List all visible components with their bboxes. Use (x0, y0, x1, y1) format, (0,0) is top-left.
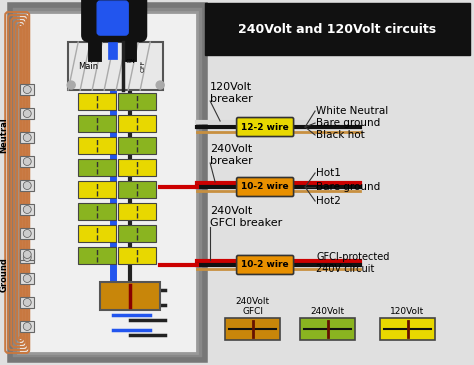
FancyBboxPatch shape (97, 1, 128, 35)
Bar (78, 159, 116, 176)
Circle shape (23, 322, 31, 330)
Text: 240Volt
GFCI breaker: 240Volt GFCI breaker (210, 206, 283, 228)
Bar (20, 228, 34, 239)
Text: 10-2 wire: 10-2 wire (241, 261, 289, 269)
Bar (20, 297, 34, 308)
Bar (118, 137, 156, 154)
Bar (205, 3, 470, 55)
Bar (20, 84, 34, 95)
Bar (20, 156, 34, 167)
Text: 240Volt
GFCI: 240Volt GFCI (236, 296, 270, 316)
Circle shape (67, 81, 75, 89)
Text: 120Volt
breaker: 120Volt breaker (210, 82, 253, 104)
Bar (118, 93, 156, 110)
Circle shape (23, 110, 31, 118)
Bar (10, 5, 205, 360)
Bar (20, 321, 34, 332)
FancyBboxPatch shape (83, 0, 145, 40)
Bar (118, 115, 156, 132)
Bar (20, 108, 34, 119)
Bar (118, 225, 156, 242)
FancyBboxPatch shape (237, 118, 293, 137)
Circle shape (23, 85, 31, 93)
Bar (225, 318, 280, 340)
Bar (118, 247, 156, 264)
Text: Bare ground: Bare ground (316, 182, 380, 192)
Bar (20, 252, 34, 263)
Text: 120Volt: 120Volt (391, 307, 425, 316)
Text: Neutral: Neutral (0, 117, 9, 153)
Bar (20, 249, 34, 260)
FancyBboxPatch shape (237, 255, 293, 274)
Text: ON: ON (125, 58, 135, 64)
Text: Hot2: Hot2 (316, 196, 341, 206)
Bar (380, 318, 435, 340)
Bar (18, 12, 197, 353)
Circle shape (23, 250, 31, 258)
Circle shape (23, 181, 31, 189)
Text: Black hot: Black hot (316, 130, 365, 140)
Text: Hot1: Hot1 (316, 168, 341, 178)
Text: 240Volt and 120Volt circuits: 240Volt and 120Volt circuits (238, 23, 436, 35)
Bar (78, 203, 116, 220)
Bar (78, 115, 116, 132)
Text: OFF: OFF (141, 60, 146, 72)
Text: 10-2 wire: 10-2 wire (241, 182, 289, 192)
Circle shape (23, 274, 31, 283)
Bar (20, 273, 34, 284)
Bar (20, 204, 34, 215)
Text: Bare ground: Bare ground (316, 118, 380, 128)
Circle shape (23, 134, 31, 142)
Bar (118, 181, 156, 198)
Text: Main: Main (78, 62, 98, 70)
Circle shape (156, 81, 164, 89)
Text: GFCI-protected
240V circuit: GFCI-protected 240V circuit (316, 252, 390, 274)
Bar (100, 282, 160, 310)
Bar (118, 159, 156, 176)
Text: 12-2 wire: 12-2 wire (241, 123, 289, 131)
Bar (78, 137, 116, 154)
Bar (78, 247, 116, 264)
Bar (68, 42, 163, 90)
FancyBboxPatch shape (237, 177, 293, 196)
Bar (20, 132, 34, 143)
Bar (78, 181, 116, 198)
Circle shape (23, 230, 31, 238)
Circle shape (23, 299, 31, 307)
Circle shape (23, 205, 31, 214)
Text: 240Volt: 240Volt (310, 307, 345, 316)
Text: 240Volt
breaker: 240Volt breaker (210, 144, 253, 166)
Circle shape (23, 158, 31, 165)
Text: Ground: Ground (0, 258, 9, 292)
Circle shape (23, 253, 31, 261)
Bar (300, 318, 355, 340)
Bar (118, 203, 156, 220)
Bar (78, 93, 116, 110)
Bar (78, 225, 116, 242)
Bar (20, 180, 34, 191)
Text: White Neutral: White Neutral (316, 106, 388, 116)
